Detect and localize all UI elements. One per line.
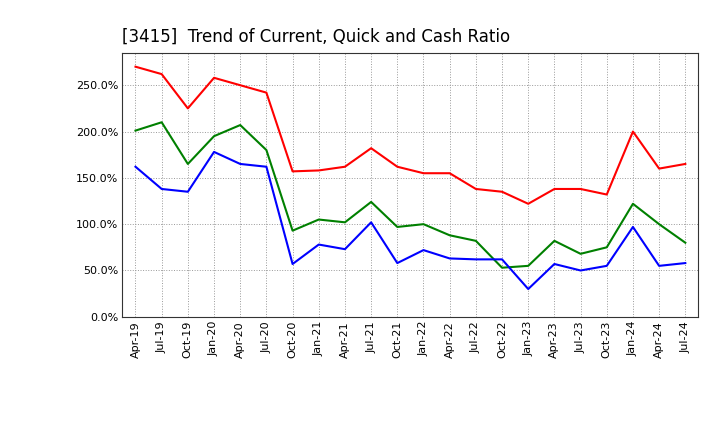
Cash Ratio (366, 220, 375, 225)
Quick Ratio (681, 240, 690, 246)
Current Ratio (472, 186, 480, 191)
Cash Ratio (419, 247, 428, 253)
Cash Ratio (158, 186, 166, 191)
Cash Ratio (681, 260, 690, 266)
Quick Ratio (498, 265, 506, 270)
Current Ratio (184, 106, 192, 111)
Cash Ratio (629, 224, 637, 230)
Current Ratio (446, 171, 454, 176)
Quick Ratio (210, 133, 218, 139)
Cash Ratio (472, 257, 480, 262)
Cash Ratio (498, 257, 506, 262)
Cash Ratio (210, 149, 218, 154)
Quick Ratio (629, 201, 637, 206)
Current Ratio (576, 186, 585, 191)
Cash Ratio (393, 260, 402, 266)
Quick Ratio (603, 245, 611, 250)
Current Ratio (315, 168, 323, 173)
Cash Ratio (341, 246, 349, 252)
Cash Ratio (184, 189, 192, 194)
Quick Ratio (446, 233, 454, 238)
Current Ratio (288, 169, 297, 174)
Quick Ratio (472, 238, 480, 243)
Quick Ratio (393, 224, 402, 230)
Current Ratio (524, 201, 533, 206)
Cash Ratio (550, 261, 559, 267)
Cash Ratio (446, 256, 454, 261)
Quick Ratio (184, 161, 192, 167)
Current Ratio (654, 166, 663, 171)
Current Ratio (158, 71, 166, 77)
Line: Quick Ratio: Quick Ratio (135, 122, 685, 268)
Cash Ratio (654, 263, 663, 268)
Current Ratio (681, 161, 690, 167)
Current Ratio (262, 90, 271, 95)
Cash Ratio (576, 268, 585, 273)
Quick Ratio (341, 220, 349, 225)
Current Ratio (629, 129, 637, 134)
Line: Cash Ratio: Cash Ratio (135, 152, 685, 289)
Current Ratio (366, 146, 375, 151)
Quick Ratio (131, 128, 140, 133)
Current Ratio (210, 75, 218, 81)
Cash Ratio (236, 161, 245, 167)
Current Ratio (419, 171, 428, 176)
Cash Ratio (288, 261, 297, 267)
Current Ratio (341, 164, 349, 169)
Current Ratio (498, 189, 506, 194)
Cash Ratio (603, 263, 611, 268)
Cash Ratio (315, 242, 323, 247)
Current Ratio (131, 64, 140, 70)
Current Ratio (236, 83, 245, 88)
Current Ratio (603, 192, 611, 197)
Quick Ratio (419, 221, 428, 227)
Quick Ratio (654, 221, 663, 227)
Quick Ratio (576, 251, 585, 257)
Cash Ratio (524, 286, 533, 292)
Current Ratio (393, 164, 402, 169)
Quick Ratio (315, 217, 323, 222)
Quick Ratio (262, 147, 271, 153)
Quick Ratio (550, 238, 559, 243)
Cash Ratio (131, 164, 140, 169)
Current Ratio (550, 186, 559, 191)
Quick Ratio (236, 122, 245, 128)
Quick Ratio (524, 263, 533, 268)
Quick Ratio (366, 199, 375, 205)
Text: [3415]  Trend of Current, Quick and Cash Ratio: [3415] Trend of Current, Quick and Cash … (122, 28, 510, 46)
Cash Ratio (262, 164, 271, 169)
Quick Ratio (288, 228, 297, 233)
Quick Ratio (158, 120, 166, 125)
Line: Current Ratio: Current Ratio (135, 67, 685, 204)
